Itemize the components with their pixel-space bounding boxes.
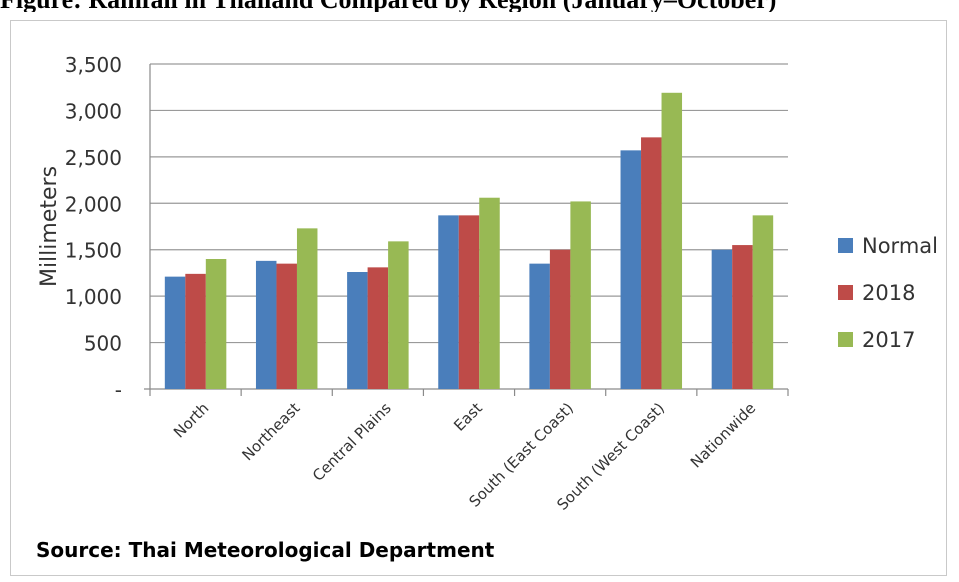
figure-title: Figure: Rainfall in Thailand Compared by… (0, 0, 959, 12)
y-tick-label: - (115, 378, 122, 402)
legend-swatch-normal (838, 238, 853, 253)
bar-2017 (752, 215, 774, 389)
bar-2017 (479, 197, 500, 389)
chart-frame (10, 20, 947, 576)
x-category-label: East (450, 399, 486, 435)
x-category-label: Central Plains (309, 399, 395, 485)
bar-normal (347, 272, 368, 389)
bar-2017 (570, 201, 591, 389)
bar-2018 (458, 215, 480, 389)
bar-normal (620, 150, 642, 389)
x-category-label: Northeast (238, 399, 303, 464)
x-category-label: Nationwide (687, 399, 759, 471)
bar-2017 (661, 92, 683, 390)
legend-label-normal: Normal (862, 234, 938, 258)
y-tick-label: 2,000 (65, 192, 122, 216)
bar-2018 (185, 273, 206, 389)
bar-2018 (276, 263, 297, 389)
y-tick-label: 2,500 (65, 146, 122, 170)
bar-normal (529, 263, 550, 389)
source-note: Source: Thai Meteorological Department (36, 538, 495, 562)
bar-2018 (641, 137, 662, 389)
bar-2017 (205, 259, 227, 389)
bar-2017 (388, 241, 409, 389)
bar-2018 (732, 245, 753, 389)
y-tick-label: 500 (84, 332, 122, 356)
bar-normal (438, 215, 459, 389)
y-tick-label: 3,500 (65, 53, 122, 77)
y-tick-label: 1,000 (65, 285, 122, 309)
x-category-label: North (170, 399, 212, 441)
legend-swatch-2017 (838, 332, 853, 347)
bar-2018 (367, 267, 389, 389)
legend-label-2018: 2018 (862, 281, 915, 305)
y-tick-label: 1,500 (65, 239, 122, 263)
bar-normal (255, 260, 277, 389)
y-tick-label: 3,000 (65, 99, 122, 123)
legend-label-2017: 2017 (862, 328, 915, 352)
bar-2017 (296, 228, 318, 389)
bar-2018 (549, 249, 571, 389)
y-axis-title: Millimeters (37, 166, 62, 287)
bar-normal (164, 276, 186, 389)
legend-swatch-2018 (838, 285, 853, 300)
bar-normal (711, 249, 733, 389)
